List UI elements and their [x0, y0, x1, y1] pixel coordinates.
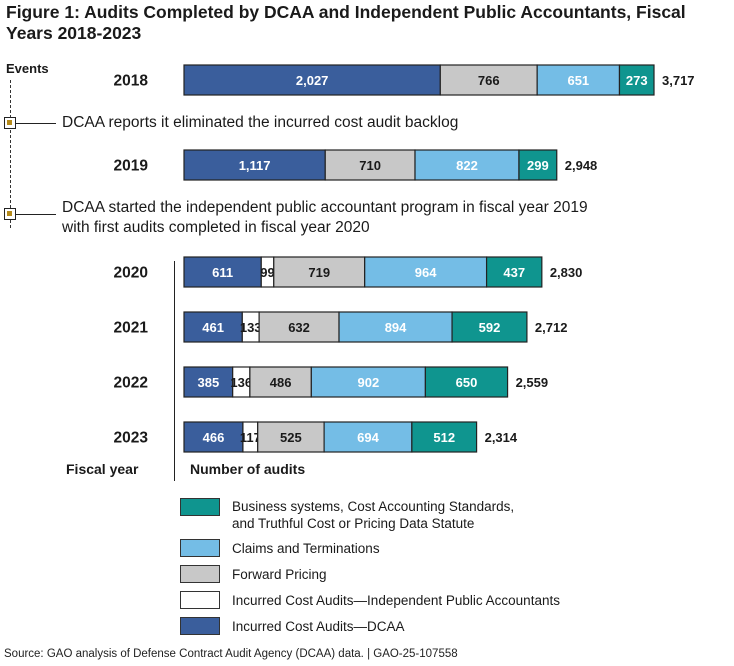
- bar-value-label: 461: [202, 320, 224, 335]
- bar-segment-incurred_dcaa: [183, 421, 244, 453]
- bar-value-label: 133: [240, 320, 262, 335]
- stacked-bar-chart: 2018 2,027 766 651 273 3,717 2019 1,117 710 822 29…: [114, 64, 695, 453]
- x-axis-label: Number of audits: [190, 461, 306, 477]
- bar-segment-claims: [323, 421, 413, 453]
- legend-label-incurred-dcaa: Incurred Cost Audits—DCAA: [232, 619, 405, 634]
- source-note: Source: GAO analysis of Defense Contract…: [4, 648, 458, 660]
- event-marker-icon: [4, 208, 16, 220]
- bar-value-label: 437: [503, 265, 525, 280]
- event-text-backlog: DCAA reports it eliminated the incurred …: [62, 114, 459, 131]
- bar-segment-forward_pricing: [273, 256, 366, 288]
- legend-label-forward-pricing: Forward Pricing: [232, 567, 327, 582]
- bar-segment-forward_pricing: [258, 311, 340, 343]
- bar-value-label: 964: [415, 265, 437, 280]
- bar-segment-forward_pricing: [439, 64, 538, 96]
- legend-swatch-business-systems: [180, 498, 220, 516]
- bar-value-label: 710: [359, 158, 381, 173]
- legend-swatch-forward-pricing: [180, 565, 220, 583]
- year-tick-label: 2019: [114, 158, 149, 175]
- bar-value-label: 466: [203, 430, 225, 445]
- bar-value-label: 117: [240, 430, 261, 445]
- bar-value-label: 99: [260, 265, 274, 280]
- legend-swatch-incurred-dcaa: [180, 617, 220, 635]
- bar-value-label: 822: [456, 158, 478, 173]
- events-label: Events: [6, 61, 49, 76]
- bar-segment-incurred_dcaa: [183, 366, 234, 398]
- chart-title: Figure 1: Audits Completed by DCAA and I…: [6, 2, 686, 43]
- bar-value-label: 385: [197, 375, 219, 390]
- bar-total-label: 2,712: [535, 320, 568, 335]
- bar-segment-business_systems: [618, 64, 655, 96]
- bar-segment-business_systems: [485, 256, 543, 288]
- event-connector: [16, 214, 56, 215]
- bar-value-label: 894: [385, 320, 407, 335]
- bar-value-label: 486: [270, 375, 292, 390]
- bar-value-label: 611: [212, 265, 233, 280]
- bar-segment-claims: [364, 256, 488, 288]
- bar-segment-claims: [338, 311, 453, 343]
- year-tick-label: 2023: [114, 430, 149, 447]
- legend: Business systems, Cost Accounting Standa…: [180, 498, 720, 638]
- bar-segment-forward_pricing: [324, 149, 416, 181]
- event-connector: [16, 123, 56, 124]
- bar-total-label: 2,314: [485, 430, 518, 445]
- y-axis-label: Fiscal year: [66, 461, 139, 477]
- bar-segment-business_systems: [424, 366, 509, 398]
- bar-segment-business_systems: [411, 421, 478, 453]
- year-tick-label: 2020: [114, 265, 148, 282]
- legend-label-line: and Truthful Cost or Pricing Data Statut…: [232, 516, 475, 531]
- events-timeline: [10, 80, 11, 228]
- bar-segment-business_systems: [451, 311, 528, 343]
- year-tick-label: 2022: [114, 375, 148, 392]
- bar-value-label: 2,027: [296, 73, 329, 88]
- legend-label-business-systems: Business systems, Cost Accounting Standa…: [232, 498, 514, 532]
- bar-value-label: 273: [626, 73, 648, 88]
- bar-value-label: 651: [567, 73, 589, 88]
- event-text-ipa-program-line1: DCAA started the independent public acco…: [62, 199, 588, 216]
- y-axis-line: [174, 261, 175, 481]
- year-tick-label: 2021: [114, 320, 149, 337]
- bar-value-label: 1,117: [239, 158, 271, 173]
- bar-value-label: 512: [433, 430, 455, 445]
- bar-value-label: 525: [280, 430, 302, 445]
- bar-segment-forward_pricing: [249, 366, 312, 398]
- bar-value-label: 719: [308, 265, 330, 280]
- bar-value-label: 766: [478, 73, 500, 88]
- bar-total-label: 2,948: [565, 158, 598, 173]
- bar-value-label: 592: [479, 320, 501, 335]
- bar-value-label: 632: [288, 320, 310, 335]
- legend-label-line: Business systems, Cost Accounting Standa…: [232, 499, 515, 514]
- bar-value-label: 299: [527, 158, 549, 173]
- bar-segment-forward_pricing: [257, 421, 325, 453]
- bar-segment-incurred_dcaa: [183, 311, 243, 343]
- legend-label-claims: Claims and Terminations: [232, 541, 380, 556]
- bar-total-label: 3,717: [662, 73, 695, 88]
- legend-swatch-claims: [180, 539, 220, 557]
- legend-label-incurred-ipa: Incurred Cost Audits—Independent Public …: [232, 593, 560, 608]
- bar-value-label: 650: [456, 375, 478, 390]
- year-tick-label: 2018: [114, 73, 149, 90]
- bar-segment-business_systems: [518, 149, 558, 181]
- event-text-ipa-program-line2: with first audits completed in fiscal ye…: [62, 219, 370, 236]
- legend-swatch-incurred-ipa: [180, 591, 220, 609]
- event-marker-icon: [4, 117, 16, 129]
- bar-value-label: 136: [230, 375, 252, 390]
- bar-value-label: 694: [357, 430, 379, 445]
- bar-total-label: 2,559: [516, 375, 549, 390]
- bar-total-label: 2,830: [550, 265, 583, 280]
- bar-value-label: 902: [358, 375, 380, 390]
